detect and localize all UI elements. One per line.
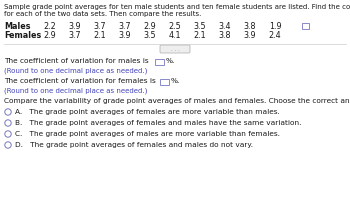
Text: 2.9: 2.9	[44, 31, 56, 40]
Text: for each of the two data sets. Then compare the results.: for each of the two data sets. Then comp…	[4, 11, 201, 17]
Text: (Round to one decimal place as needed.): (Round to one decimal place as needed.)	[4, 67, 147, 74]
Text: 3.9: 3.9	[69, 22, 81, 31]
Text: (Round to one decimal place as needed.): (Round to one decimal place as needed.)	[4, 87, 147, 94]
Circle shape	[5, 142, 11, 148]
FancyBboxPatch shape	[160, 45, 190, 53]
Text: The coefficient of variation for females is: The coefficient of variation for females…	[4, 78, 156, 84]
Text: 4.1: 4.1	[169, 31, 181, 40]
Text: 3.7: 3.7	[119, 22, 131, 31]
Text: 3.8: 3.8	[219, 31, 231, 40]
Text: B.   The grade point averages of females and males have the same variation.: B. The grade point averages of females a…	[15, 120, 301, 126]
Circle shape	[5, 109, 11, 115]
Text: 2.5: 2.5	[169, 22, 181, 31]
Text: 3.5: 3.5	[194, 22, 206, 31]
Text: 2.4: 2.4	[269, 31, 281, 40]
Text: Females: Females	[4, 31, 41, 40]
Text: C.   The grade point averages of males are more variable than females.: C. The grade point averages of males are…	[15, 131, 280, 137]
Text: %.: %.	[171, 78, 180, 84]
Text: Males: Males	[4, 22, 30, 31]
Text: 3.8: 3.8	[244, 22, 256, 31]
Text: %.: %.	[166, 58, 175, 64]
Text: D.   The grade point averages of females and males do not vary.: D. The grade point averages of females a…	[15, 142, 253, 148]
FancyBboxPatch shape	[302, 22, 309, 28]
Text: 3.4: 3.4	[219, 22, 231, 31]
Circle shape	[5, 131, 11, 137]
Text: . . .: . . .	[171, 47, 179, 52]
Text: 2.2: 2.2	[44, 22, 56, 31]
Text: Compare the variability of grade point averages of males and females. Choose the: Compare the variability of grade point a…	[4, 98, 350, 104]
Text: 3.9: 3.9	[119, 31, 131, 40]
Text: 2.9: 2.9	[144, 22, 156, 31]
Circle shape	[5, 120, 11, 126]
Text: Sample grade point averages for ten male students and ten female students are li: Sample grade point averages for ten male…	[4, 4, 350, 10]
Text: A.   The grade point averages of females are more variable than males.: A. The grade point averages of females a…	[15, 109, 280, 115]
Text: 3.7: 3.7	[94, 22, 106, 31]
Text: The coefficient of variation for males is: The coefficient of variation for males i…	[4, 58, 149, 64]
Text: 2.1: 2.1	[94, 31, 106, 40]
Text: 3.9: 3.9	[244, 31, 256, 40]
Text: 1.9: 1.9	[269, 22, 281, 31]
Text: 3.7: 3.7	[69, 31, 81, 40]
FancyBboxPatch shape	[160, 78, 169, 84]
Text: 2.1: 2.1	[194, 31, 206, 40]
FancyBboxPatch shape	[155, 59, 164, 64]
Text: 3.5: 3.5	[144, 31, 156, 40]
